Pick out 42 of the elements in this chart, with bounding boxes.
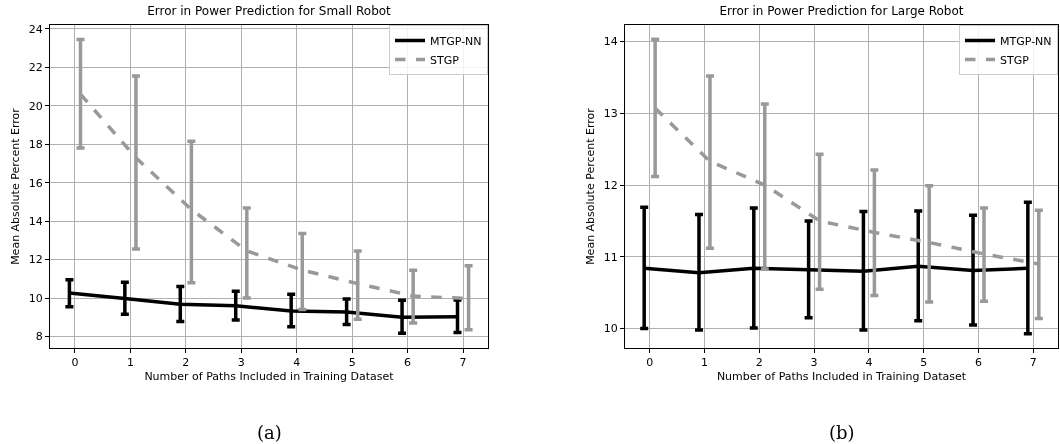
y-tick-label: 13 bbox=[603, 107, 618, 121]
x-tick-label: 7 bbox=[459, 356, 467, 370]
x-tick-label: 1 bbox=[126, 356, 134, 370]
y-axis-title: Mean Absolute Percent Error bbox=[9, 107, 23, 265]
y-tick-label: 10 bbox=[28, 291, 43, 305]
y-tick-label: 20 bbox=[28, 99, 43, 113]
x-tick-label: 4 bbox=[865, 356, 873, 370]
x-tick-label: 0 bbox=[646, 356, 654, 370]
y-tick-label: 14 bbox=[28, 214, 43, 228]
y-tick-label: 10 bbox=[603, 322, 618, 336]
y-tick-label: 14 bbox=[603, 35, 618, 49]
text: (a) bbox=[257, 422, 282, 443]
x-tick-label: 2 bbox=[755, 356, 763, 370]
y-tick-label: 11 bbox=[603, 250, 618, 264]
y-tick-label: 24 bbox=[28, 22, 43, 36]
legend-label: MTGP-NN bbox=[1000, 34, 1052, 48]
legend-label: MTGP-NN bbox=[430, 34, 482, 48]
x-axis-title: Number of Paths Included in Training Dataset bbox=[716, 370, 967, 384]
x-tick-label: 0 bbox=[71, 356, 79, 370]
chart-title: Error in Power Prediction for Large Robot bbox=[719, 4, 964, 19]
x-tick-label: 3 bbox=[237, 356, 245, 370]
chart-title: Error in Power Prediction for Small Robot bbox=[147, 4, 392, 19]
y-tick-label: 22 bbox=[28, 61, 43, 75]
x-tick-label: 3 bbox=[810, 356, 818, 370]
y-tick-label: 8 bbox=[35, 330, 43, 344]
y-tick-label: 16 bbox=[28, 176, 43, 190]
x-tick-label: 6 bbox=[404, 356, 412, 370]
x-tick-label: 5 bbox=[348, 356, 356, 370]
x-tick-label: 6 bbox=[975, 356, 983, 370]
x-tick-label: 2 bbox=[182, 356, 190, 370]
x-tick-label: 1 bbox=[700, 356, 708, 370]
y-tick-label: 12 bbox=[28, 253, 43, 267]
x-tick-label: 4 bbox=[293, 356, 301, 370]
y-axis-title: Mean Absolute Percent Error bbox=[584, 107, 598, 265]
x-axis-title: Number of Paths Included in Training Dataset bbox=[144, 370, 395, 384]
legend-label: STGP bbox=[430, 53, 460, 67]
text: (b) bbox=[829, 422, 855, 443]
x-tick-label: 7 bbox=[1029, 356, 1037, 370]
legend-label: STGP bbox=[1000, 53, 1030, 67]
y-tick-label: 18 bbox=[28, 138, 43, 152]
x-tick-label: 5 bbox=[920, 356, 928, 370]
y-tick-label: 12 bbox=[603, 178, 618, 192]
